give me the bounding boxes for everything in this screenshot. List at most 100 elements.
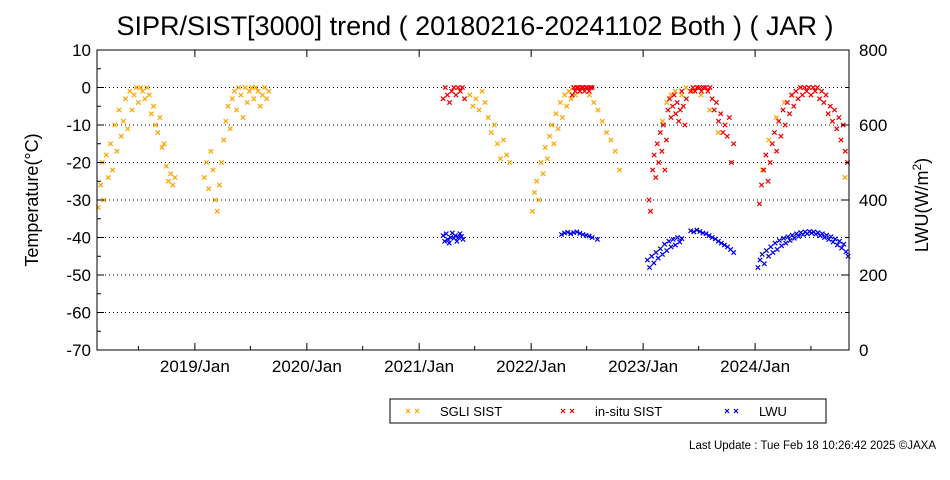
y-axis-label: Temperature(°C) [22, 133, 42, 266]
y-tick-label: -70 [66, 341, 91, 360]
data-point-sgli-sist [227, 126, 233, 132]
data-point-in-situ-sist [829, 118, 836, 124]
data-point-lwu [834, 242, 840, 248]
data-point-in-situ-sist [451, 84, 457, 91]
data-point-in-situ-sist [705, 88, 711, 94]
data-point-in-situ-sist [457, 88, 463, 94]
data-point-sgli-sist [540, 171, 546, 177]
data-point-lwu [781, 235, 787, 241]
data-point-in-situ-sist [679, 88, 685, 94]
data-point-in-situ-sist [814, 84, 821, 91]
data-point-lwu [651, 260, 657, 266]
data-point-in-situ-sist [836, 114, 842, 121]
data-point-lwu [688, 228, 694, 234]
data-point-in-situ-sist [682, 122, 688, 128]
data-point-in-situ-sist [797, 84, 803, 91]
data-point-in-situ-sist [726, 114, 732, 121]
y-axis-left: 10 0 -10 -20 -30 -40 -50 -60 -70 [66, 41, 104, 360]
y2-axis-label: LWU(W/m2) [910, 158, 932, 252]
data-point-sgli-sist [564, 103, 570, 109]
data-point-lwu [458, 233, 465, 239]
data-point-in-situ-sist [799, 92, 805, 98]
data-point-sgli-sist [529, 208, 535, 214]
data-point-in-situ-sist [650, 167, 656, 173]
data-point-in-situ-sist [780, 107, 786, 113]
data-point-in-situ-sist [659, 148, 665, 154]
data-point-lwu [836, 238, 843, 244]
data-point-in-situ-sist [713, 99, 720, 106]
data-point-sgli-sist [223, 118, 229, 124]
data-point-sgli-sist [599, 118, 605, 124]
data-point-sgli-sist [210, 167, 216, 173]
y-tick-label: -20 [66, 154, 91, 173]
data-point-sgli-sist [603, 129, 610, 136]
data-point-in-situ-sist [793, 88, 799, 94]
data-point-sgli-sist [608, 137, 614, 143]
data-point-lwu [715, 238, 721, 244]
data-point-in-situ-sist [657, 129, 663, 136]
legend-marker [405, 408, 411, 414]
legend-marker [560, 408, 566, 414]
data-point-sgli-sist [107, 141, 114, 147]
data-point-sgli-sist [485, 114, 491, 121]
data-point-in-situ-sist [453, 92, 459, 98]
data-point-sgli-sist [544, 156, 551, 162]
data-point-in-situ-sist [731, 141, 737, 147]
data-point-lwu [765, 253, 772, 259]
data-point-lwu [845, 253, 851, 259]
data-point-sgli-sist [103, 152, 109, 158]
data-point-lwu [558, 231, 565, 238]
data-point-lwu [839, 245, 845, 251]
data-point-sgli-sist [233, 107, 240, 113]
data-point-sgli-sist [664, 99, 670, 106]
data-point-sgli-sist [133, 84, 139, 91]
data-point-sgli-sist [612, 148, 618, 154]
data-point-in-situ-sist [690, 84, 696, 91]
data-point-sgli-sist [240, 114, 246, 121]
data-point-lwu [454, 238, 460, 244]
data-point-in-situ-sist [804, 88, 810, 94]
x-tick-label: 2023/Jan [608, 357, 678, 376]
data-point-in-situ-sist [724, 133, 730, 139]
data-point-in-situ-sist [707, 84, 713, 91]
data-point-lwu [785, 234, 791, 240]
data-point-sgli-sist [157, 114, 163, 121]
data-point-lwu [778, 243, 785, 249]
data-point-lwu [776, 237, 782, 244]
data-point-in-situ-sist [651, 152, 657, 158]
data-point-in-situ-sist [455, 84, 461, 91]
data-point-in-situ-sist [461, 96, 468, 102]
data-point-lwu [691, 229, 697, 235]
data-point-in-situ-sist [662, 167, 668, 173]
data-point-lwu [679, 236, 685, 242]
data-point-sgli-sist [172, 174, 178, 181]
data-point-in-situ-sist [666, 96, 673, 102]
data-point-sgli-sist [150, 103, 157, 109]
data-point-sgli-sist [203, 159, 210, 166]
data-point-in-situ-sist [674, 99, 680, 106]
data-point-in-situ-sist [795, 96, 801, 102]
data-point-lwu [832, 236, 838, 242]
data-point-sgli-sist [497, 156, 504, 162]
data-point-lwu [770, 249, 776, 256]
data-point-sgli-sist [476, 107, 482, 113]
data-point-lwu [796, 233, 802, 239]
data-point-in-situ-sist [801, 84, 808, 91]
data-point-in-situ-sist [761, 167, 767, 173]
data-point-lwu [460, 236, 466, 242]
data-point-sgli-sist [116, 107, 122, 113]
data-point-in-situ-sist [776, 118, 782, 124]
data-point-lwu [677, 239, 683, 245]
data-point-lwu [649, 253, 655, 259]
data-point-in-situ-sist [653, 174, 659, 181]
data-point-sgli-sist [163, 163, 169, 169]
data-point-sgli-sist [131, 92, 137, 98]
data-point-in-situ-sist [440, 96, 446, 102]
data-point-sgli-sist [146, 92, 152, 98]
data-point-lwu [823, 232, 830, 238]
data-point-lwu [455, 234, 462, 241]
data-point-lwu [772, 240, 778, 246]
legend-label: SGLI SIST [440, 404, 502, 419]
y2-tick-label: 400 [859, 191, 887, 210]
